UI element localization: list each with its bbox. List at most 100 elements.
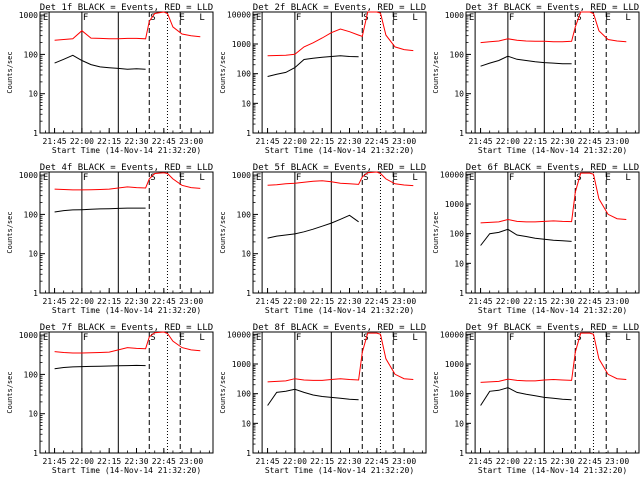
panel-det-7f: Det 7f BLACK = Events, RED = LLD 1 10 100 10… [6, 323, 214, 475]
marker-label: E [43, 13, 48, 23]
y-tick-label: 1 [459, 129, 464, 138]
x-tick-label: 22:45 [152, 297, 176, 306]
series-line-events [480, 387, 572, 406]
x-tick-label: 21:45 [256, 457, 280, 466]
x-tick-label: 22:30 [550, 457, 574, 466]
y-axis-label: Counts/sec [6, 371, 14, 413]
series-line-events [267, 388, 359, 406]
panel-title: Det 7f BLACK = Events, RED = LLD [40, 323, 213, 333]
panel-det-8f: Det 8f BLACK = Events, RED = LLD 1 10 100 10… [219, 323, 427, 475]
x-tick-label: 22:00 [70, 457, 94, 466]
y-tick-label: 10000 [440, 330, 464, 339]
marker-label: E [256, 333, 261, 343]
marker-label: L [625, 333, 630, 343]
marker-label: F [296, 333, 301, 343]
marker-label: S [150, 13, 155, 23]
marker-label: E [392, 333, 397, 343]
y-tick-label: 1000 [19, 331, 38, 340]
plot-frame [465, 171, 640, 294]
series-line-events [480, 228, 572, 246]
marker-label: E [605, 13, 610, 23]
y-axis-label: Counts/sec [6, 211, 14, 253]
plot-frame [465, 331, 640, 454]
marker-label: E [43, 173, 48, 183]
marker-label: F [509, 173, 514, 183]
panel-title: Det 9f BLACK = Events, RED = LLD [466, 323, 639, 333]
x-tick-label: 21:45 [43, 457, 67, 466]
x-tick-label: 21:45 [256, 137, 280, 146]
marker-label: E [392, 173, 397, 183]
x-tick-label: 22:00 [283, 137, 307, 146]
y-tick-label: 10000 [440, 170, 464, 179]
x-tick-label: 22:15 [97, 137, 121, 146]
x-tick-label: 22:45 [152, 137, 176, 146]
marker-label: F [296, 173, 301, 183]
panel-title: Det 4f BLACK = Events, RED = LLD [40, 163, 213, 173]
y-tick-label: 10 [241, 250, 251, 259]
plot-frame [465, 11, 640, 134]
x-tick-label: 22:30 [124, 457, 148, 466]
marker-label: E [43, 333, 48, 343]
marker-label: E [469, 173, 474, 183]
x-tick-label: 21:45 [256, 297, 280, 306]
marker-label: F [509, 333, 514, 343]
y-tick-label: 1000 [232, 171, 251, 180]
x-axis-label: Start Time (14-Nov-14 21:32:20) [478, 466, 627, 475]
y-tick-label: 10 [454, 90, 464, 99]
marker-label: E [605, 333, 610, 343]
series-line-lld [480, 332, 627, 383]
panel-title: Det 5f BLACK = Events, RED = LLD [253, 163, 426, 173]
x-tick-label: 22:00 [70, 137, 94, 146]
y-tick-label: 1 [459, 449, 464, 458]
x-tick-label: 22:00 [496, 137, 520, 146]
x-tick-label: 21:45 [469, 137, 493, 146]
y-tick-label: 10 [241, 99, 251, 108]
series-line-events [54, 207, 146, 213]
x-tick-label: 21:45 [43, 297, 67, 306]
x-tick-label: 23:00 [392, 137, 416, 146]
x-axis-label: Start Time (14-Nov-14 21:32:20) [265, 306, 414, 315]
y-tick-label: 1 [246, 129, 251, 138]
marker-label: L [625, 13, 630, 23]
y-tick-label: 10 [28, 90, 38, 99]
series-line-events [54, 364, 146, 370]
x-tick-label: 22:45 [578, 297, 602, 306]
plot-frame [252, 331, 427, 454]
marker-label: L [199, 13, 204, 23]
series-line-events [54, 54, 146, 70]
x-tick-label: 21:45 [469, 457, 493, 466]
marker-label: L [412, 13, 417, 23]
y-tick-label: 100 [450, 390, 465, 399]
y-axis-label: Counts/sec [219, 211, 227, 253]
y-tick-label: 1 [459, 289, 464, 298]
x-tick-label: 22:00 [283, 457, 307, 466]
marker-label: E [179, 173, 184, 183]
series-line-events [480, 55, 572, 67]
y-tick-label: 1000 [232, 360, 251, 369]
x-axis-label: Start Time (14-Nov-14 21:32:20) [265, 146, 414, 155]
x-tick-label: 23:00 [179, 297, 203, 306]
y-axis-label: Counts/sec [432, 51, 440, 93]
x-tick-label: 22:00 [70, 297, 94, 306]
series-line-lld [54, 172, 201, 191]
marker-label: F [296, 13, 301, 23]
x-tick-label: 22:30 [337, 137, 361, 146]
y-axis-label: Counts/sec [432, 211, 440, 253]
y-tick-label: 1 [246, 289, 251, 298]
x-tick-label: 22:45 [365, 297, 389, 306]
y-tick-label: 1 [33, 289, 38, 298]
x-tick-label: 22:15 [310, 137, 334, 146]
panel-title: Det 6f BLACK = Events, RED = LLD [466, 163, 639, 173]
marker-label: E [179, 333, 184, 343]
y-tick-label: 1000 [19, 171, 38, 180]
series-line-lld [54, 331, 201, 354]
y-tick-label: 1000 [232, 40, 251, 49]
panel-det-9f: Det 9f BLACK = Events, RED = LLD 1 10 100 10… [432, 323, 640, 475]
marker-label: E [256, 173, 261, 183]
x-tick-label: 22:15 [97, 457, 121, 466]
marker-label: L [412, 173, 417, 183]
y-tick-label: 100 [450, 230, 465, 239]
y-tick-label: 100 [24, 210, 39, 219]
marker-label: L [199, 173, 204, 183]
y-tick-label: 10 [28, 410, 38, 419]
